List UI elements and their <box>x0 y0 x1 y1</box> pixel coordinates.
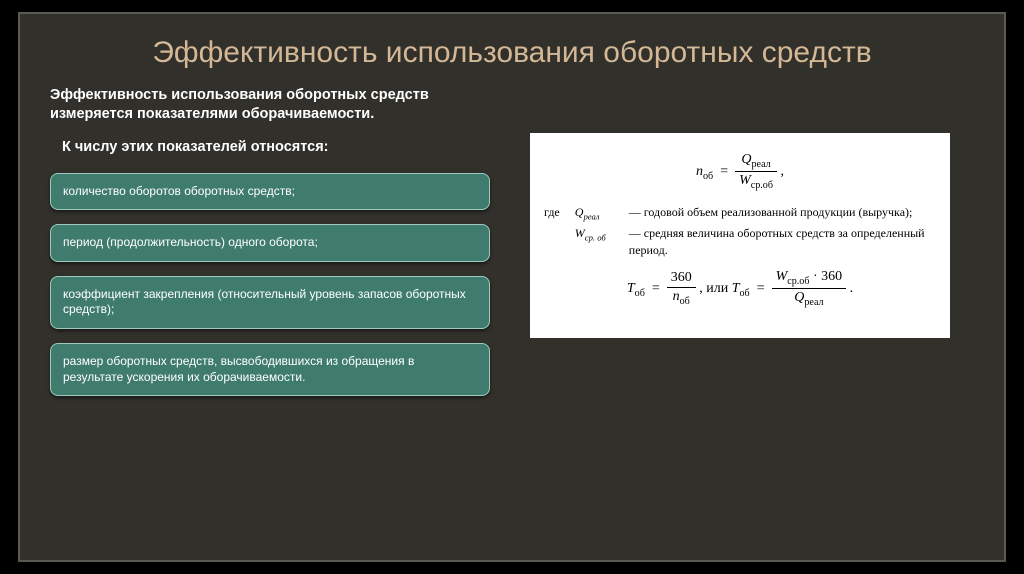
where1-text: — годовой объем реализованной продукции … <box>629 204 936 220</box>
slide: Эффективность использования оборотных ср… <box>18 12 1006 562</box>
eq2-lhs: T <box>627 281 635 296</box>
eq1-num: Q <box>741 152 751 167</box>
bullet-list: количество оборотов оборотных средств; п… <box>50 173 490 411</box>
eq1-den: W <box>739 173 751 188</box>
eq2-den2: Q <box>794 290 804 305</box>
eq2-num2a-sub: ср.об <box>787 276 809 287</box>
equation-2: Tоб = 360 nоб , или Tоб = Wср.об · 360 Q… <box>544 268 936 310</box>
where2-text: — средняя величина оборотных средств за … <box>629 225 936 257</box>
eq2-den1: n <box>673 289 680 304</box>
where-label: где <box>544 204 560 220</box>
formula-panel: nоб = Qреал Wср.об , где Qреал — годовой… <box>530 133 950 338</box>
where1-sym-sub: реал <box>583 212 599 222</box>
eq2-den1-sub: об <box>680 296 690 307</box>
where-block: где Qреал — годовой объем реализованной … <box>544 204 936 257</box>
eq1-lhs-sub: об <box>703 171 713 182</box>
list-item: количество оборотов оборотных средств; <box>50 173 490 211</box>
where2-sym-sub: ср. об <box>585 233 606 243</box>
content-row: количество оборотов оборотных средств; п… <box>50 173 974 411</box>
eq2-num1: 360 <box>667 269 696 289</box>
eq2-sep: , или <box>699 281 731 296</box>
eq2-tail: . <box>850 281 854 296</box>
list-item: период (продолжительность) одного оборот… <box>50 224 490 262</box>
list-item: коэффициент закрепления (относительный у… <box>50 276 490 329</box>
eq1-den-sub: ср.об <box>751 180 773 191</box>
eq1-lhs: n <box>696 164 703 179</box>
where2-sym: W <box>575 226 585 240</box>
list-item: размер оборотных средств, высвободившихс… <box>50 343 490 396</box>
eq2-num2a: W <box>776 269 788 284</box>
equation-1: nоб = Qреал Wср.об , <box>544 151 936 193</box>
eq2-den2-sub: реал <box>804 297 823 308</box>
eq1-num-sub: реал <box>751 158 770 169</box>
eq2-lhs2: T <box>732 281 740 296</box>
eq2-num2-dot: · 360 <box>809 269 842 284</box>
eq2-lhs2-sub: об <box>740 288 750 299</box>
intro-paragraph: Эффективность использования оборотных ср… <box>50 86 480 125</box>
slide-title: Эффективность использования оборотных ср… <box>50 34 974 72</box>
eq2-lhs-sub: об <box>635 288 645 299</box>
